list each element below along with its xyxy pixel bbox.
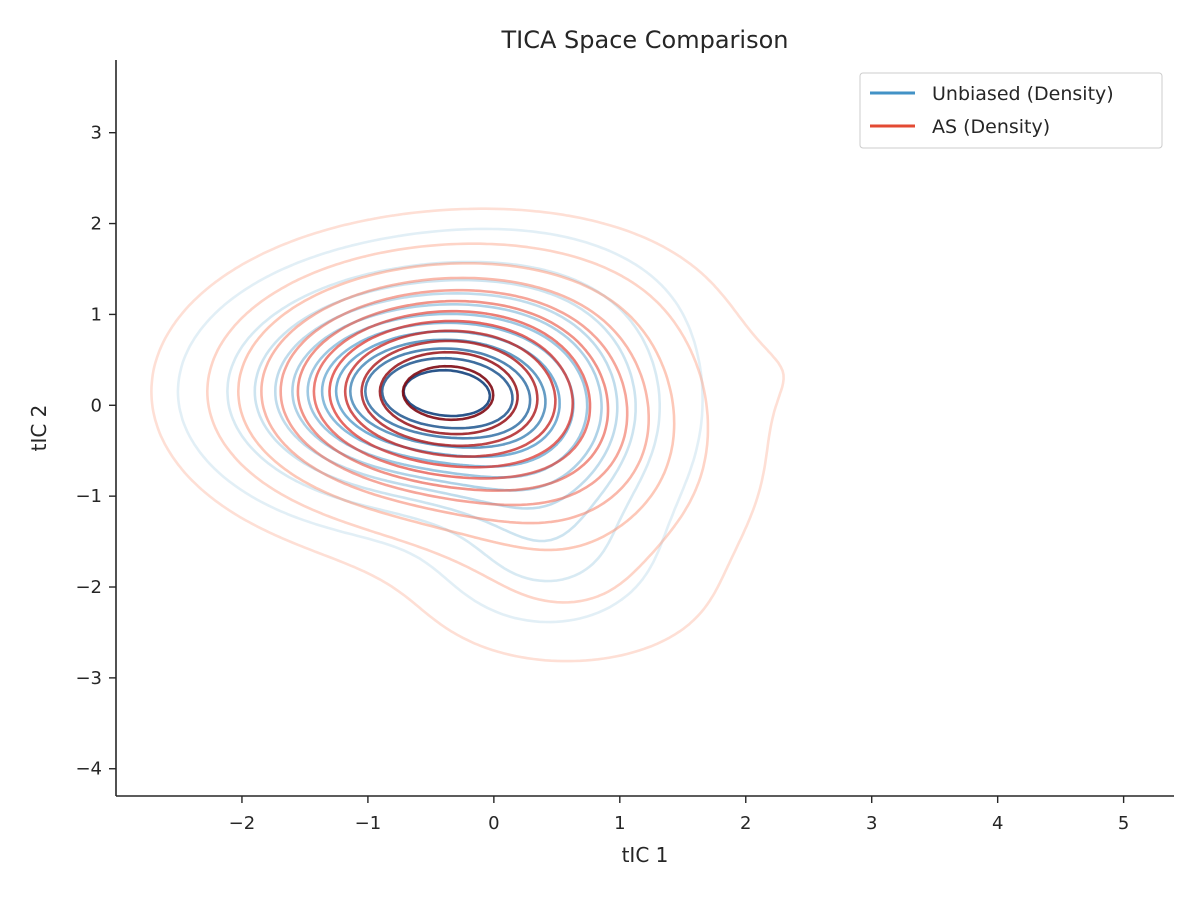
y-tick-label: 3	[91, 123, 102, 144]
contour-level-1-10	[378, 350, 519, 436]
legend-label-as: AS (Density)	[932, 116, 1050, 138]
contour-level-1-6	[312, 309, 592, 480]
contour-level-1-1	[206, 242, 710, 604]
x-tick-label: 0	[488, 813, 499, 834]
legend-label-unbiased: Unbiased (Density)	[932, 83, 1114, 105]
contour-layer	[150, 207, 785, 663]
contour-level-1-7	[328, 319, 574, 469]
x-tick-label: 2	[740, 813, 751, 834]
x-tick-label: −2	[229, 813, 256, 834]
contour-level-1-9	[360, 339, 539, 448]
contour-level-1-5	[296, 299, 610, 492]
legend: Unbiased (Density) AS (Density)	[859, 72, 1163, 149]
x-tick-label: −1	[355, 813, 382, 834]
contour-level-1-0	[150, 207, 785, 663]
y-tick-label: 1	[91, 304, 102, 325]
contour-level-0-1	[226, 260, 661, 583]
contour-level-1-3	[260, 276, 650, 525]
y-tick-label: −3	[75, 668, 102, 689]
contour-series-0	[176, 227, 704, 624]
y-tick-label: 0	[91, 395, 102, 416]
x-tick-label: 3	[866, 813, 877, 834]
contour-level-0-10	[380, 356, 514, 430]
x-axis-label: tIC 1	[622, 843, 669, 867]
x-tick-label: 1	[614, 813, 625, 834]
contour-series-1	[150, 207, 785, 663]
contour-level-1-2	[237, 262, 676, 552]
y-axis-label: tIC 2	[27, 405, 51, 452]
chart-title: TICA Space Comparison	[500, 26, 788, 54]
x-tick-label: 4	[992, 813, 1003, 834]
axes: −2 −1 0 1 2 3 4 5 −4 −3 −2 −1 0 1 2 3	[75, 60, 1174, 834]
y-tick-label: −2	[75, 577, 102, 598]
contour-level-1-4	[279, 288, 629, 507]
y-tick-label: 2	[91, 214, 102, 235]
legend-box	[859, 72, 1163, 149]
x-tick-label: 5	[1118, 813, 1129, 834]
y-tick-label: −1	[75, 486, 102, 507]
contour-level-1-11	[401, 364, 495, 422]
y-tick-label: −4	[75, 759, 102, 780]
contour-level-0-11	[402, 368, 492, 418]
contour-level-0-0	[176, 227, 704, 624]
contour-level-1-8	[343, 329, 557, 458]
contour-level-0-9	[364, 347, 532, 440]
